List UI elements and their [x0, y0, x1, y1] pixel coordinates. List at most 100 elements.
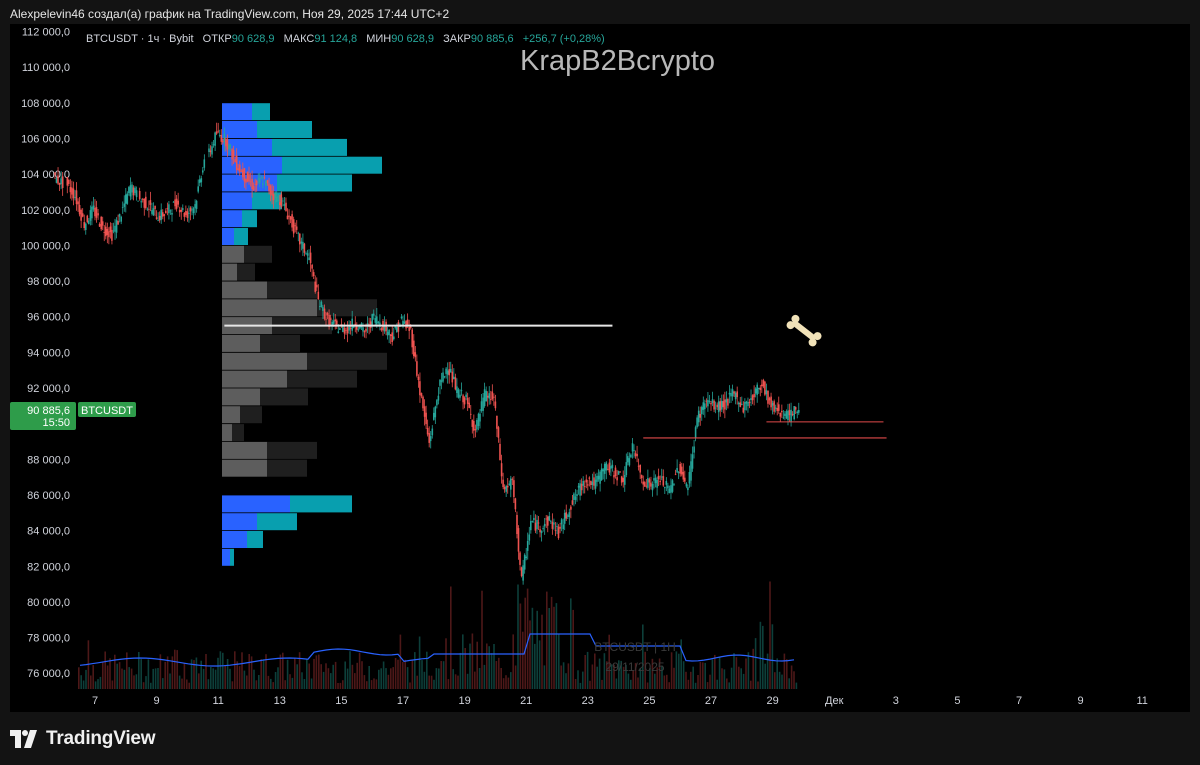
price-candle-body	[143, 198, 146, 208]
volume-bar	[200, 660, 202, 689]
price-candle-body	[534, 522, 537, 531]
price-candle-body	[215, 131, 218, 134]
volume-bar	[255, 680, 258, 689]
price-candle-body	[225, 138, 227, 147]
volume-bar	[306, 659, 308, 689]
volume-bar	[469, 643, 471, 689]
volume-bar	[123, 669, 126, 689]
price-candle-body	[619, 471, 621, 473]
price-candle-body	[413, 340, 415, 356]
volume-bar	[622, 666, 625, 689]
price-candle-body	[129, 185, 132, 197]
volume-bar	[639, 668, 642, 689]
price-candle-body	[222, 140, 224, 143]
profile-row-down	[257, 121, 312, 138]
volume-bar	[157, 668, 159, 689]
volume-bar	[730, 667, 733, 689]
profile-row-down	[260, 388, 308, 406]
volume-bar	[565, 673, 567, 689]
last-price-badge[interactable]: 90 885,6 15:50 BTCUSDT	[10, 402, 136, 430]
price-candle-body	[570, 506, 572, 510]
price-candle-body	[794, 407, 797, 410]
price-candle-body	[172, 201, 175, 203]
volume-bar	[457, 675, 459, 689]
price-candle-body	[183, 213, 186, 217]
price-candle-body	[425, 412, 427, 425]
price-candle-body	[188, 212, 190, 214]
profile-row-up	[222, 263, 237, 281]
price-candle-body	[722, 401, 725, 408]
profile-row-down	[234, 228, 248, 245]
volume-bar	[337, 683, 339, 689]
price-candle-body	[696, 417, 698, 427]
price-candle-body	[134, 187, 136, 193]
volume-bar	[582, 671, 584, 689]
volume-bar	[447, 679, 450, 689]
price-tick-label: 110 000,0	[22, 62, 70, 74]
volume-bar	[718, 656, 721, 689]
volume-bar	[594, 653, 596, 689]
profile-row-up	[222, 352, 307, 370]
price-candle-body	[226, 139, 229, 150]
price-candle-body	[86, 215, 89, 222]
volume-bar	[325, 663, 327, 689]
drawn-levels[interactable]	[224, 324, 887, 439]
price-candle-body	[218, 135, 221, 136]
price-candle-body	[245, 179, 247, 183]
volume-bar	[188, 682, 190, 689]
chart-frame[interactable]: 112 000,0 110 000,0 108 000,0 106 000,0 104 …	[10, 24, 1190, 712]
legend-symbol: BTCUSDT · 1ч · Bybit	[86, 33, 194, 45]
price-candle-body	[289, 216, 292, 220]
price-candle-body	[682, 471, 685, 480]
volume-bar	[118, 662, 121, 689]
price-candle-body	[433, 412, 435, 420]
price-candle-body	[140, 201, 142, 203]
volume-bar	[752, 648, 754, 689]
volume-bar	[92, 665, 94, 689]
price-candle-body	[92, 205, 95, 210]
price-candle-body	[420, 393, 423, 397]
price-candle-body	[191, 209, 193, 211]
price-candle-body	[594, 479, 597, 489]
time-axis[interactable]: 7 9 11 13 15 17 19 21 23 25 27 29 Дек 3 5 7 9 11	[92, 695, 1148, 707]
price-candle-body	[203, 159, 206, 168]
volume-bar	[740, 668, 742, 689]
volume-bar	[498, 657, 500, 689]
price-candle-body	[756, 384, 758, 395]
price-candle-body	[708, 400, 711, 402]
volume-bar	[322, 671, 325, 689]
volume-bar	[399, 634, 402, 689]
volume-bar	[757, 681, 759, 689]
price-candle-body	[739, 402, 742, 407]
volume-bar	[711, 659, 714, 689]
price-candle-body	[519, 552, 521, 565]
volume-bar	[133, 675, 135, 689]
price-candle-body	[624, 475, 626, 485]
price-tick-label: 108 000,0	[21, 98, 70, 110]
volume-bar	[440, 661, 442, 689]
volume-bar	[728, 682, 730, 689]
volume-bar	[471, 633, 474, 689]
price-candle-body	[725, 399, 728, 403]
price-candle-body	[246, 171, 249, 182]
volume-bar	[788, 678, 790, 689]
price-candle-body	[577, 485, 580, 488]
price-candle-body	[89, 210, 92, 221]
volume-bar	[478, 668, 481, 689]
price-candle-body	[397, 322, 400, 332]
volume-bar	[327, 668, 330, 689]
price-candle-body	[776, 408, 778, 411]
price-candle-body	[727, 399, 729, 406]
profile-row-down	[252, 103, 270, 121]
volume-bar	[577, 670, 579, 689]
volume-bar	[238, 666, 241, 689]
price-candle-body	[588, 477, 591, 479]
volume-bar	[282, 652, 284, 689]
volume-bar	[481, 590, 483, 689]
price-candle-body	[579, 483, 581, 496]
tradingview-brand[interactable]: TradingView	[10, 728, 156, 750]
price-candle-body	[231, 149, 233, 160]
profile-row-up	[222, 299, 317, 317]
